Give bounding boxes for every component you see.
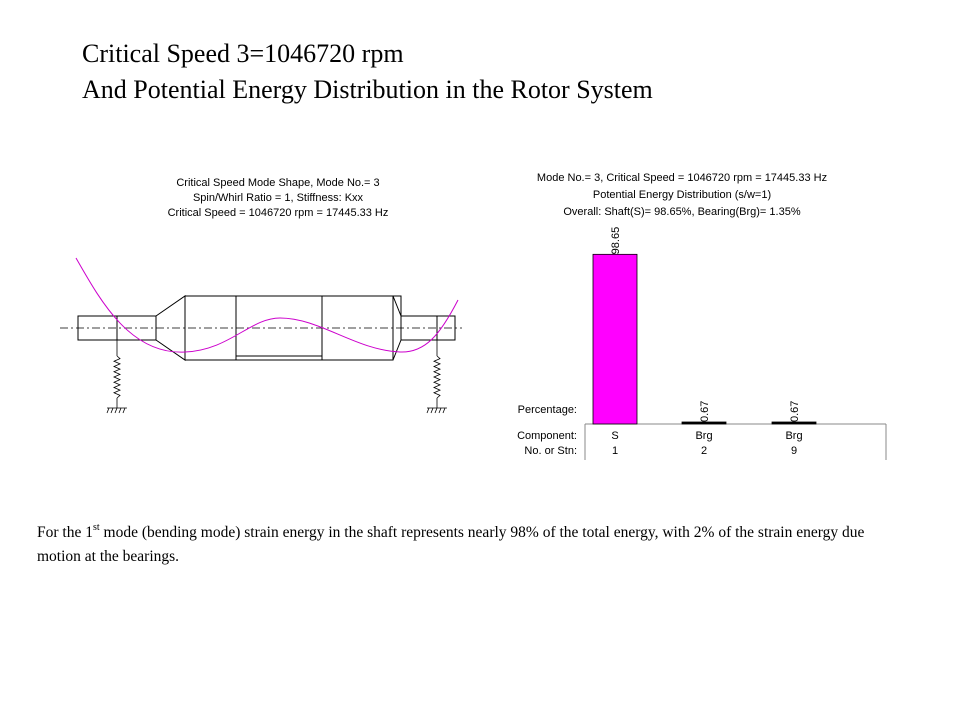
station-label-2: 2 bbox=[701, 445, 707, 457]
bar-value-label-1: 98.65 bbox=[610, 227, 622, 255]
station-row-label: No. or Stn: bbox=[524, 445, 577, 457]
chart-title-3: Overall: Shaft(S)= 98.65%, Bearing(Brg)=… bbox=[563, 206, 800, 218]
component-label-2: Brg bbox=[695, 430, 712, 442]
station-label-3: 9 bbox=[791, 445, 797, 457]
component-label-3: Brg bbox=[785, 430, 802, 442]
caption-pre: For the 1 bbox=[37, 524, 93, 541]
bar-1 bbox=[592, 253, 638, 425]
mode-shape-curve bbox=[75, 257, 459, 353]
left-bearing-spring bbox=[106, 340, 127, 414]
mode-shape-header-3: Critical Speed = 1046720 rpm = 17445.33 … bbox=[168, 207, 389, 219]
component-row-label: Component: bbox=[517, 430, 577, 442]
slide-caption: For the 1st mode (bending mode) strain e… bbox=[37, 516, 897, 569]
station-label-1: 1 bbox=[612, 445, 618, 457]
title-line-2: And Potential Energy Distribution in the… bbox=[82, 75, 653, 104]
chart-title-1: Mode No.= 3, Critical Speed = 1046720 rp… bbox=[537, 172, 827, 184]
title-line-1: Critical Speed 3=1046720 rpm bbox=[82, 39, 404, 68]
bar-2 bbox=[681, 421, 727, 425]
bar-value-label-3: 0.67 bbox=[789, 401, 801, 422]
component-label-1: S bbox=[611, 430, 618, 442]
mode-shape-header-2: Spin/Whirl Ratio = 1, Stiffness: Kxx bbox=[193, 192, 364, 204]
percentage-row-label: Percentage: bbox=[518, 404, 577, 416]
bar-3 bbox=[771, 421, 817, 425]
chart-title-2: Potential Energy Distribution (s/w=1) bbox=[593, 189, 771, 201]
right-bearing-spring bbox=[426, 340, 447, 414]
caption-post: mode (bending mode) strain energy in the… bbox=[37, 524, 865, 565]
bar-value-label-2: 0.67 bbox=[699, 401, 711, 422]
mode-shape-header-1: Critical Speed Mode Shape, Mode No.= 3 bbox=[176, 177, 379, 189]
slide-title: Critical Speed 3=1046720 rpm And Potenti… bbox=[82, 36, 653, 108]
bars-layer: 98.65 S 1 0.67 Brg 2 0.67 Brg 9 bbox=[592, 227, 817, 457]
caption-sup: st bbox=[92, 522, 100, 533]
